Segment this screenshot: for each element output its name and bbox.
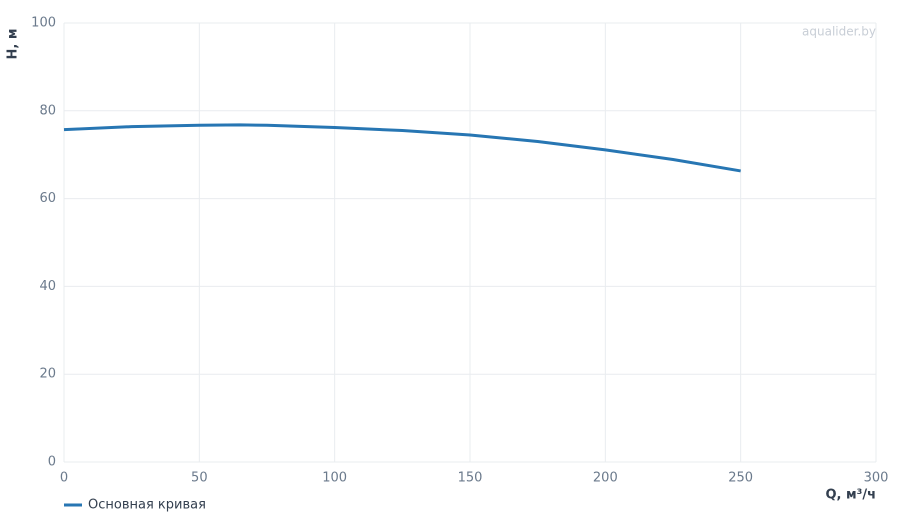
y-axis-label: H, м — [6, 29, 21, 60]
series-line — [63, 123, 741, 173]
y-tick-label: 40 — [39, 279, 56, 294]
x-tick-label: 200 — [593, 471, 618, 486]
y-tick-label: 60 — [39, 191, 56, 206]
x-tick-label: 100 — [322, 471, 347, 486]
y-tick-label: 80 — [39, 103, 56, 118]
y-tick-label: 0 — [48, 455, 56, 470]
x-tick-label: 0 — [60, 471, 68, 486]
x-tick-label: 300 — [864, 471, 889, 486]
y-tick-label: 20 — [39, 367, 56, 382]
x-tick-label: 250 — [728, 471, 753, 486]
x-tick-label: 150 — [458, 471, 483, 486]
x-tick-label: 50 — [191, 471, 208, 486]
y-tick-label: 100 — [31, 16, 56, 31]
legend-label: Основная кривая — [88, 498, 206, 513]
x-axis-label: Q, м³/ч — [825, 488, 876, 503]
watermark: aqualider.by — [802, 25, 876, 39]
